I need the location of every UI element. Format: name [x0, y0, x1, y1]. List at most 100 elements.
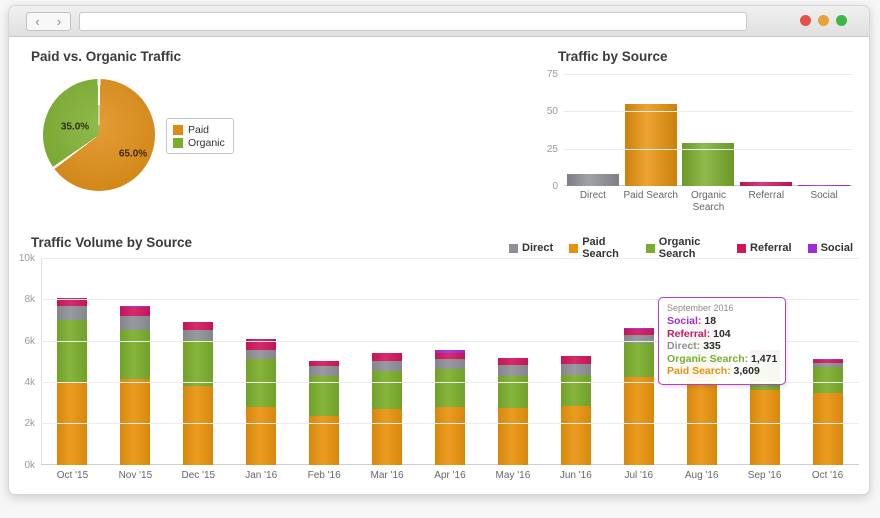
- address-bar[interactable]: [79, 12, 747, 31]
- segment-referral[interactable]: [309, 361, 340, 367]
- segment-direct[interactable]: [434, 359, 465, 369]
- paid-search-swatch-icon: [569, 243, 579, 253]
- bar-column-direct: Direct: [564, 74, 622, 201]
- segment-paid-search[interactable]: [812, 393, 843, 465]
- organic-search-swatch-icon: [645, 243, 655, 253]
- legend-item-organic[interactable]: Organic: [173, 136, 227, 149]
- tooltip-series-value: 3,609: [733, 365, 760, 377]
- legend-item-direct[interactable]: Direct: [509, 236, 553, 260]
- segment-paid-search[interactable]: [434, 406, 465, 465]
- y-tick-label: 4k: [24, 376, 35, 388]
- segment-referral[interactable]: [57, 298, 88, 306]
- segment-referral[interactable]: [623, 328, 654, 335]
- segment-direct[interactable]: [246, 349, 277, 360]
- organic-swatch-icon: [173, 137, 183, 148]
- minimize-window-light[interactable]: [818, 15, 829, 26]
- pie-legend: Paid Organic: [166, 118, 234, 154]
- bar-direct[interactable]: [566, 174, 619, 186]
- tooltip-series-label: Paid Search:: [667, 365, 734, 377]
- segment-organic-search[interactable]: [560, 374, 591, 406]
- x-axis-label: Organic Search: [690, 190, 726, 213]
- legend-item-referral[interactable]: Referral: [737, 236, 792, 260]
- stacked-bar-apr-16[interactable]: [434, 349, 465, 465]
- forward-button[interactable]: ›: [48, 12, 71, 31]
- segment-paid-search[interactable]: [497, 407, 528, 465]
- segment-referral[interactable]: [120, 306, 151, 316]
- segment-referral[interactable]: [183, 322, 214, 331]
- y-tick-label: 75: [546, 69, 558, 80]
- stacked-bar-column-oct-15: Oct '15: [41, 258, 104, 481]
- stacked-bar-may-16[interactable]: [497, 357, 528, 465]
- y-tick-label: 25: [546, 143, 558, 155]
- segment-paid-search[interactable]: [246, 406, 277, 465]
- segment-referral[interactable]: [560, 356, 591, 365]
- bar-social[interactable]: [798, 184, 851, 186]
- segment-organic-search[interactable]: [246, 359, 277, 407]
- maximize-window-light[interactable]: [836, 15, 847, 26]
- segment-paid-search[interactable]: [560, 405, 591, 465]
- bar-organic-search[interactable]: [682, 142, 735, 186]
- stacked-bar-mar-16[interactable]: [372, 353, 403, 465]
- segment-direct[interactable]: [372, 360, 403, 371]
- stacked-bar-column-jun-16: Jun '16: [544, 258, 607, 481]
- stacked-bar-jul-16[interactable]: [623, 328, 654, 465]
- x-axis-label: Jun '16: [559, 469, 592, 481]
- segment-direct[interactable]: [560, 364, 591, 375]
- stacked-bar-nov-15[interactable]: [120, 306, 151, 465]
- segment-referral[interactable]: [434, 353, 465, 360]
- pie-chart[interactable]: [43, 79, 155, 191]
- segment-organic-search[interactable]: [497, 375, 528, 408]
- segment-direct[interactable]: [497, 365, 528, 376]
- segment-referral[interactable]: [246, 339, 277, 350]
- segment-organic-search[interactable]: [372, 370, 403, 409]
- legend-item-paid-search[interactable]: Paid Search: [569, 236, 630, 260]
- legend-item-paid[interactable]: Paid: [173, 123, 227, 136]
- stacked-bar-column-nov-15: Nov '15: [104, 258, 167, 481]
- segment-organic-search[interactable]: [812, 367, 843, 394]
- segment-direct[interactable]: [120, 315, 151, 331]
- legend-label: Referral: [750, 242, 792, 254]
- stacked-bar-oct-16[interactable]: [812, 359, 843, 465]
- segment-direct[interactable]: [57, 305, 88, 320]
- segment-paid-search[interactable]: [183, 386, 214, 465]
- x-axis-label: Social: [810, 190, 838, 201]
- segment-organic-search[interactable]: [120, 330, 151, 379]
- segment-paid-search[interactable]: [623, 376, 654, 465]
- stacked-bar-dec-15[interactable]: [183, 321, 214, 465]
- stacked-bar-feb-16[interactable]: [309, 360, 340, 465]
- y-axis-line: [41, 258, 42, 465]
- segment-direct[interactable]: [812, 363, 843, 368]
- segment-direct[interactable]: [183, 330, 214, 340]
- segment-organic-search[interactable]: [434, 368, 465, 407]
- tooltip-series-value: 104: [713, 327, 731, 340]
- tooltip-row-organic-search: Organic Search: 1,471: [667, 353, 777, 366]
- x-axis-label: Direct: [579, 190, 606, 201]
- tooltip-series-value: 1,471: [751, 352, 778, 365]
- segment-direct[interactable]: [309, 366, 340, 376]
- legend-item-organic-search[interactable]: Organic Search: [645, 236, 721, 260]
- segment-organic-search[interactable]: [183, 339, 214, 387]
- segment-social[interactable]: [434, 349, 465, 354]
- back-button[interactable]: ‹: [26, 12, 49, 31]
- segment-organic-search[interactable]: [57, 319, 88, 383]
- legend-item-social[interactable]: Social: [807, 236, 853, 260]
- volume-chart-title: Traffic Volume by Source: [31, 235, 193, 250]
- stacked-bar-column-mar-16: Mar '16: [356, 258, 419, 481]
- stacked-bar-column-dec-15: Dec '15: [167, 258, 230, 481]
- bar-referral[interactable]: [740, 181, 793, 186]
- close-window-light[interactable]: [800, 15, 811, 26]
- segment-paid-search[interactable]: [749, 389, 780, 465]
- stacked-bar-jun-16[interactable]: [560, 355, 591, 465]
- segment-organic-search[interactable]: [623, 342, 654, 377]
- segment-referral[interactable]: [497, 358, 528, 366]
- paid-swatch-icon: [173, 124, 183, 135]
- bar-paid-search[interactable]: [624, 103, 677, 186]
- social-swatch-icon: [807, 243, 817, 253]
- segment-referral[interactable]: [372, 353, 403, 361]
- volume-chart-legend: Direct Paid Search Organic Search Referral S…: [509, 236, 853, 260]
- segment-referral[interactable]: [812, 359, 843, 364]
- segment-direct[interactable]: [623, 334, 654, 343]
- segment-paid-search[interactable]: [372, 408, 403, 465]
- stacked-bar-jan-16[interactable]: [246, 338, 277, 465]
- segment-paid-search[interactable]: [120, 378, 151, 465]
